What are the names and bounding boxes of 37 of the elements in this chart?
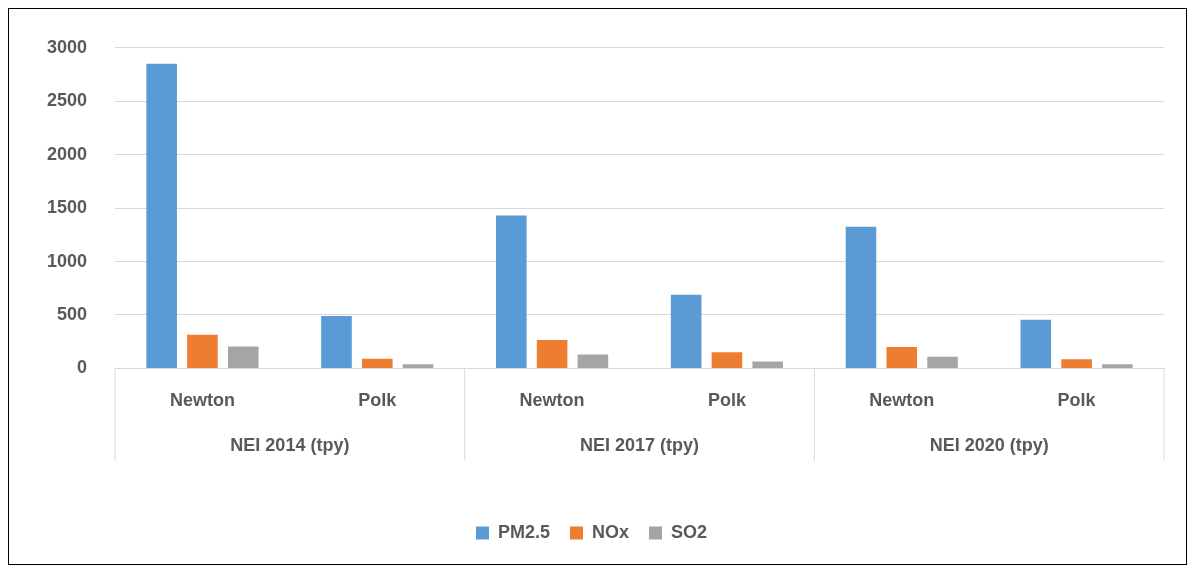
y-tick-label: 1000 bbox=[47, 250, 88, 271]
x-tick-label: Newton bbox=[519, 390, 585, 411]
x-tick-label: Polk bbox=[1057, 390, 1097, 411]
x-tick-label: Polk bbox=[358, 390, 398, 411]
bar bbox=[1061, 359, 1092, 368]
y-tick-label: 500 bbox=[57, 303, 88, 324]
x-tick-label: Newton bbox=[169, 390, 235, 411]
y-tick-label: 3000 bbox=[47, 36, 88, 57]
x-tick-label: Polk bbox=[707, 390, 747, 411]
text: NEI 2014 (tpy) bbox=[230, 435, 350, 456]
bar bbox=[577, 354, 609, 368]
bar bbox=[146, 63, 177, 368]
y-tick-label: 2500 bbox=[47, 90, 88, 111]
bar bbox=[321, 316, 352, 368]
bar bbox=[886, 347, 918, 368]
bar bbox=[711, 352, 743, 368]
bar bbox=[361, 358, 393, 368]
bar bbox=[496, 215, 527, 368]
text: NEI 2020 (tpy) bbox=[929, 435, 1049, 456]
legend-label: NOx bbox=[592, 521, 630, 542]
bar bbox=[670, 294, 702, 368]
legend-label: SO2 bbox=[671, 521, 708, 542]
bar bbox=[227, 346, 259, 368]
bar bbox=[1102, 364, 1133, 368]
y-tick-label: 1500 bbox=[47, 197, 88, 218]
x-tick-label: Newton bbox=[869, 390, 935, 411]
bar bbox=[536, 340, 568, 368]
bar bbox=[1020, 319, 1052, 368]
bar bbox=[845, 226, 877, 368]
bar bbox=[187, 334, 218, 368]
y-tick-label: 0 bbox=[77, 357, 88, 378]
bar bbox=[402, 364, 434, 368]
bar bbox=[752, 361, 784, 368]
bar bbox=[927, 356, 958, 368]
y-tick-label: 2000 bbox=[47, 143, 88, 164]
legend-label: PM2.5 bbox=[497, 521, 551, 542]
text: NEI 2017 (tpy) bbox=[580, 435, 700, 456]
